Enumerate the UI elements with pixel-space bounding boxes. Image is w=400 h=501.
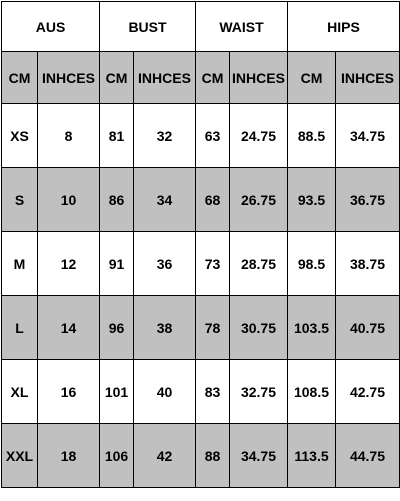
table-cell: 8 [37, 103, 100, 168]
table-cell: 42.75 [335, 359, 400, 424]
unit-header: CM [99, 51, 134, 104]
table-row: XXL 18 106 42 88 34.75 113.5 44.75 [1, 423, 400, 488]
table-cell: 103.5 [287, 295, 336, 360]
table-cell: 96 [99, 295, 134, 360]
table-cell: 91 [99, 231, 134, 296]
unit-header: INHCES [229, 51, 288, 104]
table-cell: 28.75 [229, 231, 288, 296]
table-cell: 34.75 [229, 423, 288, 488]
table-cell: 81 [99, 103, 134, 168]
group-header-aus: AUS [1, 1, 100, 52]
table-cell: 106 [99, 423, 134, 488]
table-row: L 14 96 38 78 30.75 103.5 40.75 [1, 295, 400, 360]
group-header-hips: HIPS [287, 1, 400, 52]
table-cell: XXL [1, 423, 38, 488]
table-cell: 38 [133, 295, 196, 360]
table-cell: 78 [195, 295, 230, 360]
unit-header: INHCES [133, 51, 196, 104]
unit-header: INHCES [37, 51, 100, 104]
table-cell: 32.75 [229, 359, 288, 424]
table-cell: 44.75 [335, 423, 400, 488]
group-header-bust: BUST [99, 1, 196, 52]
table-cell: 73 [195, 231, 230, 296]
table-cell: L [1, 295, 38, 360]
table-cell: 36 [133, 231, 196, 296]
table-cell: 18 [37, 423, 100, 488]
table-cell: S [1, 167, 38, 232]
table-cell: 32 [133, 103, 196, 168]
table-cell: 10 [37, 167, 100, 232]
table-cell: M [1, 231, 38, 296]
table-cell: XS [1, 103, 38, 168]
unit-header: CM [1, 51, 38, 104]
table-row: S 10 86 34 68 26.75 93.5 36.75 [1, 167, 400, 232]
table-cell: 40 [133, 359, 196, 424]
table-cell: 38.75 [335, 231, 400, 296]
table-cell: 34.75 [335, 103, 400, 168]
unit-header: INHCES [335, 51, 400, 104]
table-cell: 108.5 [287, 359, 336, 424]
table-row: XS 8 81 32 63 24.75 88.5 34.75 [1, 103, 400, 168]
table-cell: 34 [133, 167, 196, 232]
table-cell: 12 [37, 231, 100, 296]
group-header-waist: WAIST [195, 1, 288, 52]
table-cell: 26.75 [229, 167, 288, 232]
table-row: XL 16 101 40 83 32.75 108.5 42.75 [1, 359, 400, 424]
table-cell: 42 [133, 423, 196, 488]
table-cell: 36.75 [335, 167, 400, 232]
table-cell: 63 [195, 103, 230, 168]
table-cell: 14 [37, 295, 100, 360]
unit-header: CM [287, 51, 336, 104]
size-chart-table: AUS BUST WAIST HIPS CM INHCES CM INHCES … [1, 1, 400, 488]
table-cell: 88.5 [287, 103, 336, 168]
table-cell: 93.5 [287, 167, 336, 232]
table-row: M 12 91 36 73 28.75 98.5 38.75 [1, 231, 400, 296]
table-cell: 30.75 [229, 295, 288, 360]
table-cell: 113.5 [287, 423, 336, 488]
table-cell: 101 [99, 359, 134, 424]
group-header-row: AUS BUST WAIST HIPS [1, 1, 400, 52]
table-cell: 16 [37, 359, 100, 424]
table-cell: 40.75 [335, 295, 400, 360]
table-cell: 88 [195, 423, 230, 488]
table-cell: XL [1, 359, 38, 424]
table-cell: 98.5 [287, 231, 336, 296]
unit-header: CM [195, 51, 230, 104]
table-cell: 83 [195, 359, 230, 424]
table-cell: 68 [195, 167, 230, 232]
table-cell: 86 [99, 167, 134, 232]
table-cell: 24.75 [229, 103, 288, 168]
unit-header-row: CM INHCES CM INHCES CM INHCES CM INHCES [1, 51, 400, 104]
